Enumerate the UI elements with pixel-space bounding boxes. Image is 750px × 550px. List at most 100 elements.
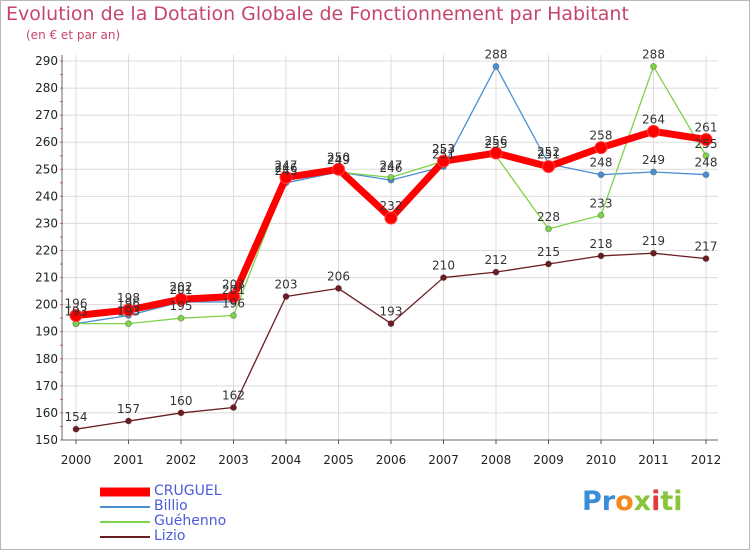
data-point-cruguel-2002 — [174, 292, 188, 306]
logo-part-1: Pr — [582, 486, 616, 517]
data-label-cruguel-2006: 232 — [380, 199, 403, 213]
data-label-guéhenno-2011: 288 — [642, 47, 665, 61]
proxiti-logo: Proxiti — [582, 486, 683, 517]
data-point-guéhenno-2002 — [177, 314, 185, 322]
data-label-lizio-2012: 217 — [695, 240, 718, 254]
y-tick-label-150: 150 — [35, 433, 58, 447]
data-point-cruguel-2004 — [279, 170, 293, 184]
data-label-guéhenno-2007: 253 — [432, 142, 455, 156]
data-point-lizio-2004 — [282, 293, 290, 301]
data-point-cruguel-2011 — [647, 124, 660, 138]
data-point-lizio-2010 — [597, 252, 605, 260]
y-tick-label-210: 210 — [35, 271, 58, 285]
legend-swatch-billio — [100, 505, 150, 508]
data-label-guéhenno-2008: 255 — [485, 137, 508, 151]
data-point-cruguel-2009 — [542, 160, 555, 174]
y-tick-label-250: 250 — [35, 162, 58, 176]
data-label-cruguel-2007: 253 — [432, 142, 455, 156]
data-label-billio-2011: 249 — [642, 153, 665, 167]
data-label-lizio-2001: 157 — [117, 402, 140, 416]
data-label-billio-2010: 248 — [590, 156, 613, 170]
data-label-cruguel-2009: 251 — [537, 148, 560, 162]
data-point-cruguel-2003 — [227, 290, 240, 304]
logo-part-2: o — [615, 486, 634, 517]
y-tick-label-290: 290 — [35, 54, 58, 68]
data-point-lizio-2008 — [492, 268, 500, 276]
data-label-guéhenno-2002: 195 — [170, 299, 193, 313]
x-tick-label-2006: 2006 — [376, 453, 407, 467]
legend-swatch-lizio — [100, 535, 150, 538]
data-point-lizio-2006 — [387, 320, 395, 328]
data-label-guéhenno-2006: 247 — [380, 158, 403, 172]
data-label-billio-2009: 252 — [537, 145, 560, 159]
data-point-lizio-2012 — [702, 255, 710, 263]
data-label-lizio-2002: 160 — [170, 394, 193, 408]
data-point-guéhenno-2006 — [387, 173, 395, 181]
data-label-guéhenno-2012: 255 — [695, 137, 718, 151]
data-label-guéhenno-2001: 193 — [117, 305, 140, 319]
data-point-guéhenno-2010 — [597, 211, 605, 219]
legend-swatch-guéhenno — [100, 520, 150, 523]
data-label-cruguel-2002: 202 — [170, 280, 193, 294]
legend-swatch-cruguel — [100, 487, 150, 496]
data-point-billio-2012 — [702, 171, 710, 179]
data-point-cruguel-2010 — [594, 141, 608, 155]
data-point-billio-2008 — [492, 62, 500, 70]
x-tick-label-2007: 2007 — [428, 453, 459, 467]
data-point-lizio-2007 — [440, 274, 447, 282]
data-label-cruguel-2001: 198 — [117, 291, 140, 305]
data-label-lizio-2003: 162 — [222, 389, 245, 403]
data-point-cruguel-2001 — [122, 303, 135, 317]
data-point-guéhenno-2011 — [650, 62, 657, 70]
data-label-lizio-2006: 193 — [380, 305, 403, 319]
legend-label-guéhenno: Guéhenno — [154, 513, 227, 529]
data-label-cruguel-2008: 256 — [485, 134, 508, 148]
data-label-billio-2000: 193 — [65, 305, 88, 319]
legend-label-cruguel: CRUGUEL — [154, 483, 222, 499]
logo-part-3: x — [633, 486, 652, 517]
data-point-guéhenno-2009 — [545, 225, 552, 233]
y-tick-label-220: 220 — [35, 244, 58, 258]
data-label-guéhenno-2000: 193 — [65, 305, 88, 319]
y-tick-label-230: 230 — [35, 216, 58, 230]
data-label-guéhenno-2009: 228 — [537, 210, 560, 224]
data-point-cruguel-2012 — [699, 133, 713, 147]
data-label-cruguel-2000: 196 — [65, 296, 88, 310]
data-label-billio-2008: 288 — [485, 47, 508, 61]
data-point-billio-2010 — [597, 171, 605, 179]
x-tick-label-2008: 2008 — [481, 453, 512, 467]
y-tick-label-180: 180 — [35, 352, 58, 366]
x-tick-label-2003: 2003 — [218, 453, 249, 467]
data-label-cruguel-2004: 247 — [275, 158, 298, 172]
x-tick-label-2001: 2001 — [113, 453, 144, 467]
data-label-billio-2004: 245 — [275, 164, 298, 178]
y-tick-label-240: 240 — [35, 189, 58, 203]
data-point-lizio-2009 — [545, 260, 552, 268]
data-point-cruguel-2000 — [69, 308, 83, 322]
chart-subtitle: (en € et par an) — [26, 28, 121, 42]
legend-label-billio: Billio — [154, 498, 188, 514]
data-label-cruguel-2003: 203 — [222, 278, 245, 292]
data-label-cruguel-2012: 261 — [695, 121, 718, 135]
data-label-billio-2006: 246 — [380, 161, 403, 175]
data-point-lizio-2000 — [72, 425, 80, 433]
y-tick-label-160: 160 — [35, 406, 58, 420]
data-label-cruguel-2010: 258 — [590, 129, 613, 143]
data-point-lizio-2003 — [230, 404, 237, 412]
data-label-billio-2002: 201 — [170, 283, 193, 297]
plot-area — [62, 55, 718, 440]
data-point-billio-2011 — [650, 168, 657, 176]
data-label-cruguel-2011: 264 — [642, 112, 665, 126]
data-point-cruguel-2008 — [489, 146, 503, 160]
x-tick-label-2000: 2000 — [61, 453, 92, 467]
data-point-guéhenno-2012 — [702, 152, 710, 160]
data-label-lizio-2008: 212 — [485, 253, 508, 267]
data-label-guéhenno-2004: 246 — [275, 161, 298, 175]
y-tick-label-280: 280 — [35, 81, 58, 95]
x-tick-label-2002: 2002 — [166, 453, 197, 467]
y-tick-label-170: 170 — [35, 379, 58, 393]
data-point-lizio-2002 — [177, 409, 185, 417]
data-label-lizio-2011: 219 — [642, 234, 665, 248]
data-label-lizio-2000: 154 — [65, 410, 88, 424]
